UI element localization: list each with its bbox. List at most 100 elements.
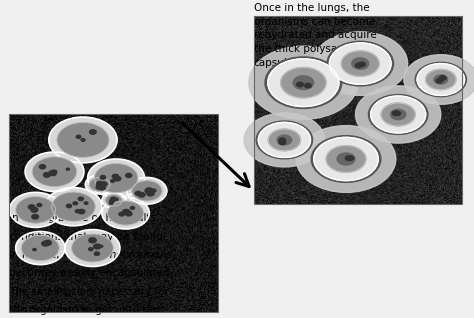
Circle shape — [268, 59, 339, 107]
Circle shape — [356, 63, 362, 68]
Circle shape — [244, 113, 325, 167]
Circle shape — [135, 191, 141, 195]
Circle shape — [127, 177, 167, 204]
Text: Once in the lungs, the
organisms can become
rehydrated and acquire
the thick pol: Once in the lungs, the organisms can bec… — [254, 3, 382, 68]
Circle shape — [114, 176, 121, 181]
Circle shape — [392, 111, 399, 115]
Circle shape — [296, 126, 396, 192]
Circle shape — [78, 209, 85, 214]
Circle shape — [311, 136, 381, 182]
Circle shape — [123, 210, 130, 214]
Circle shape — [114, 175, 118, 178]
Circle shape — [101, 182, 107, 186]
Circle shape — [130, 207, 135, 209]
Circle shape — [352, 58, 369, 69]
Circle shape — [132, 181, 162, 201]
Bar — [9, 114, 218, 312]
Circle shape — [329, 43, 391, 84]
Circle shape — [34, 208, 37, 210]
Circle shape — [52, 192, 95, 221]
Text: conditions that may be found: conditions that may be found — [9, 232, 164, 241]
Text: in nature,: in nature, — [9, 250, 63, 260]
Circle shape — [94, 163, 138, 193]
Text: the organism to get  into the: the organism to get into the — [9, 305, 160, 315]
Circle shape — [115, 198, 118, 200]
Circle shape — [112, 174, 118, 179]
Circle shape — [39, 165, 46, 169]
Circle shape — [21, 235, 59, 261]
Text: becomes weakly encapsulated.: becomes weakly encapsulated. — [9, 268, 173, 278]
Circle shape — [49, 170, 56, 175]
Circle shape — [347, 156, 354, 160]
Circle shape — [345, 156, 352, 160]
Circle shape — [434, 75, 447, 84]
Circle shape — [436, 79, 443, 83]
Circle shape — [37, 204, 42, 207]
Circle shape — [90, 130, 96, 134]
Circle shape — [371, 96, 426, 133]
Circle shape — [16, 232, 65, 265]
Circle shape — [417, 64, 465, 95]
Circle shape — [50, 172, 56, 176]
Circle shape — [66, 204, 72, 208]
Circle shape — [109, 202, 113, 204]
Text: C. neoformans: C. neoformans — [96, 250, 172, 260]
Circle shape — [327, 41, 393, 86]
Circle shape — [97, 183, 102, 187]
Circle shape — [96, 186, 101, 189]
Circle shape — [28, 205, 35, 209]
Circle shape — [359, 62, 365, 66]
Circle shape — [277, 135, 292, 145]
Circle shape — [105, 195, 122, 206]
Circle shape — [102, 197, 149, 229]
Circle shape — [75, 210, 80, 213]
Circle shape — [44, 173, 50, 177]
Circle shape — [57, 122, 109, 157]
Bar — [254, 16, 462, 204]
Circle shape — [110, 197, 116, 201]
Circle shape — [32, 157, 77, 187]
Circle shape — [73, 202, 78, 205]
Circle shape — [279, 140, 285, 145]
Circle shape — [89, 177, 110, 191]
Circle shape — [256, 121, 312, 159]
Circle shape — [94, 244, 101, 249]
Circle shape — [152, 189, 156, 192]
Circle shape — [265, 57, 342, 108]
Circle shape — [368, 94, 428, 135]
Circle shape — [146, 191, 154, 196]
Circle shape — [145, 189, 152, 193]
Circle shape — [72, 234, 113, 262]
Circle shape — [102, 192, 126, 208]
Circle shape — [146, 188, 153, 193]
Circle shape — [305, 83, 311, 88]
Circle shape — [33, 248, 36, 251]
Circle shape — [89, 248, 93, 251]
Circle shape — [52, 170, 57, 174]
Circle shape — [25, 152, 84, 191]
Circle shape — [108, 201, 144, 225]
Circle shape — [88, 159, 145, 197]
Text: The small size is necessary for: The small size is necessary for — [9, 287, 169, 297]
Circle shape — [126, 211, 132, 216]
Circle shape — [426, 69, 456, 90]
Circle shape — [97, 181, 103, 185]
Circle shape — [32, 214, 38, 219]
Circle shape — [326, 146, 366, 172]
Circle shape — [89, 238, 96, 243]
Circle shape — [109, 199, 114, 203]
Circle shape — [99, 185, 106, 190]
Circle shape — [9, 192, 62, 227]
Circle shape — [49, 117, 117, 163]
Circle shape — [119, 212, 124, 216]
Circle shape — [439, 76, 446, 80]
Circle shape — [268, 129, 301, 151]
Circle shape — [31, 208, 37, 212]
Circle shape — [126, 173, 132, 177]
Circle shape — [341, 51, 379, 76]
Circle shape — [78, 197, 83, 201]
Circle shape — [381, 103, 415, 126]
Circle shape — [100, 245, 103, 247]
Circle shape — [65, 230, 120, 266]
Circle shape — [84, 202, 88, 204]
